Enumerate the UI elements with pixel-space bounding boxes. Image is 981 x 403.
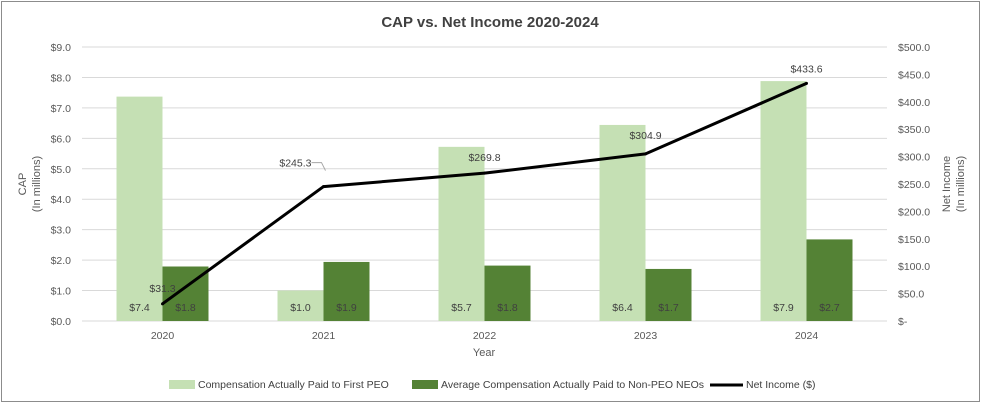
bar-label-first-peo: $6.4 xyxy=(612,302,633,314)
x-tick-label: 2024 xyxy=(795,330,819,342)
net-income-label: $31.3 xyxy=(149,283,175,295)
net-income-point xyxy=(483,171,486,175)
net-income-label: $433.6 xyxy=(790,63,822,75)
legend-swatch-first-peo xyxy=(169,380,195,389)
y-left-tick-label: $7.0 xyxy=(51,103,72,115)
y-right-tick-label: $150.0 xyxy=(898,234,930,246)
bar-non-peo xyxy=(806,239,853,321)
bar-label-non-peo: $1.9 xyxy=(336,302,357,314)
y-axis-right-title-line2: (In millions) xyxy=(955,156,967,212)
net-income-point xyxy=(161,302,164,306)
y-left-tick-label: $4.0 xyxy=(51,194,72,206)
data-labels: $7.4 $1.8 $1.0 $1.9 $5.7 $1.8 $6.4 $1.7 $7.9 $2.7… xyxy=(129,63,840,314)
y-left-tick-label: $3.0 xyxy=(51,225,72,237)
bar-label-first-peo: $7.9 xyxy=(773,302,794,314)
y-left-tick-label: $0.0 xyxy=(51,316,72,328)
legend-label-non-peo: Average Compensation Actually Paid to No… xyxy=(441,379,704,391)
y-axis-left-title: CAP (In millions) xyxy=(17,156,43,212)
y-left-tick-label: $5.0 xyxy=(51,164,72,176)
net-income-label: $245.3 xyxy=(279,158,311,170)
bar-non-peo xyxy=(484,265,531,321)
bar-first-peo xyxy=(116,96,163,321)
legend: Compensation Actually Paid to First PEO … xyxy=(169,379,815,391)
chart-title: CAP vs. Net Income 2020-2024 xyxy=(381,14,599,31)
bar-first-peo xyxy=(760,81,807,321)
net-income-label: $304.9 xyxy=(629,130,661,142)
y-left-tick-label: $9.0 xyxy=(51,42,72,54)
net-income-leader-line xyxy=(311,162,326,171)
net-income-line xyxy=(161,81,808,306)
y-right-tick-label: $400.0 xyxy=(898,97,930,109)
y-axis-right-title: Net Income (In millions) xyxy=(941,156,967,212)
y-right-tick-label: $350.0 xyxy=(898,124,930,136)
x-tick-label: 2023 xyxy=(634,330,658,342)
y-left-tick-label: $8.0 xyxy=(51,72,72,84)
legend-swatch-non-peo xyxy=(412,380,438,389)
bar-non-peo xyxy=(323,261,370,321)
y-right-tick-label: $- xyxy=(898,316,908,328)
y-right-tick-label: $500.0 xyxy=(898,42,930,54)
y-right-tick-label: $200.0 xyxy=(898,206,930,218)
bars xyxy=(116,81,853,321)
net-income-point xyxy=(644,152,647,156)
bar-label-non-peo: $2.7 xyxy=(819,302,840,314)
y-left-tick-label: $2.0 xyxy=(51,255,72,267)
bar-label-non-peo: $1.7 xyxy=(658,302,679,314)
bar-label-first-peo: $1.0 xyxy=(290,302,311,314)
bar-label-non-peo: $1.8 xyxy=(497,302,518,314)
y-axis-right-title-line1: Net Income xyxy=(941,156,953,212)
bar-label-first-peo: $7.4 xyxy=(129,302,150,314)
legend-label-first-peo: Compensation Actually Paid to First PEO xyxy=(198,379,389,391)
y-right-tick-label: $450.0 xyxy=(898,69,930,81)
bar-first-peo xyxy=(277,290,324,321)
bar-label-non-peo: $1.8 xyxy=(175,302,196,314)
y-right-tick-label: $50.0 xyxy=(898,289,924,301)
legend-label-net-income: Net Income ($) xyxy=(746,379,815,391)
bar-label-first-peo: $5.7 xyxy=(451,302,472,314)
net-income-label: $269.8 xyxy=(468,152,500,164)
y-right-tick-label: $300.0 xyxy=(898,152,930,164)
y-left-tick-label: $6.0 xyxy=(51,133,72,145)
net-income-point xyxy=(805,81,808,85)
net-income-point xyxy=(322,185,325,189)
x-axis-title: Year xyxy=(473,347,496,359)
y-axis-left-title-line1: CAP xyxy=(17,173,29,196)
x-tick-label: 2020 xyxy=(151,330,175,342)
y-axis-left-title-line2: (In millions) xyxy=(31,156,43,212)
x-tick-label: 2021 xyxy=(312,330,336,342)
y-right-tick-label: $100.0 xyxy=(898,261,930,273)
x-tick-label: 2022 xyxy=(473,330,497,342)
y-right-tick-label: $250.0 xyxy=(898,179,930,191)
axis-ticks: $0.0 $1.0 $2.0 $3.0 $4.0 $5.0 $6.0 $7.0 $8.0 $9.0… xyxy=(51,42,931,342)
bar-non-peo xyxy=(645,268,692,321)
y-left-tick-label: $1.0 xyxy=(51,286,72,298)
